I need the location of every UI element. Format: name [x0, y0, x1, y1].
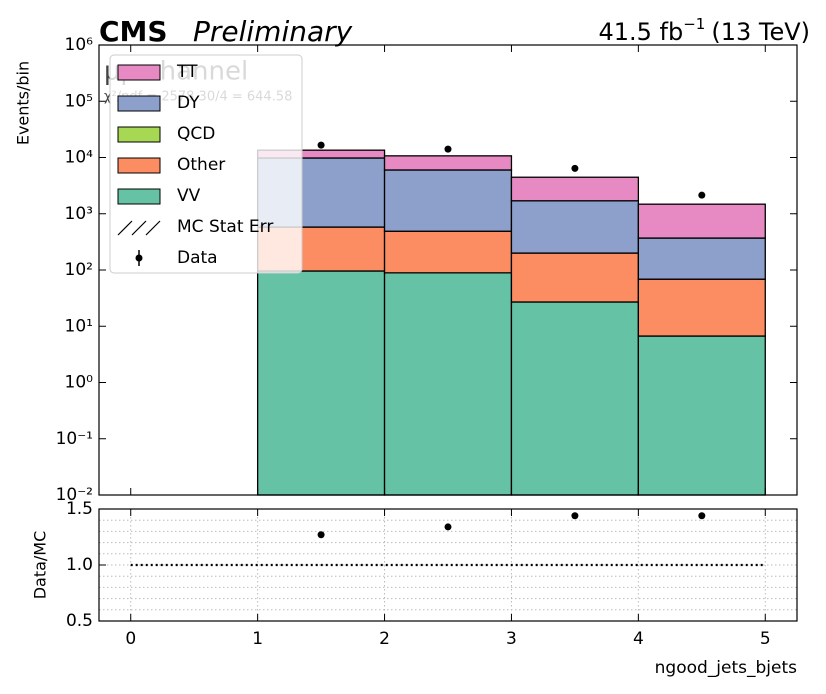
y-tick-label: 10¹ [65, 316, 93, 336]
lumi-part: −1 [683, 15, 705, 33]
ratio-point [444, 523, 452, 531]
y-tick-label: 10⁵ [65, 91, 93, 111]
stack-bar [637, 203, 766, 239]
y-tick-label: 10⁶ [65, 35, 94, 55]
ratio-frame [98, 508, 798, 622]
x-tick-label: 5 [760, 629, 771, 649]
y-tick-label: 10⁰ [65, 373, 94, 393]
ratio-y-tick-label: 1.0 [66, 555, 93, 575]
x-tick-label: 1 [252, 629, 263, 649]
ratio-point [571, 512, 579, 520]
legend-hatch [117, 220, 133, 236]
legend-label: Data [177, 248, 218, 268]
stack-bar [510, 176, 640, 202]
data-point [571, 164, 579, 172]
stack-bar [256, 270, 386, 496]
experiment: CMS [99, 15, 168, 48]
data-point [444, 145, 452, 153]
stack-bar [637, 278, 766, 337]
y-tick-label: 10⁻² [56, 485, 93, 505]
stack-bar [510, 301, 640, 496]
x-tick-label: 3 [506, 629, 517, 649]
stack-bar [383, 272, 513, 496]
stack-bar [510, 252, 640, 303]
legend-label: DY [177, 93, 200, 113]
legend-label: VV [177, 186, 201, 206]
legend-hatch [131, 220, 147, 236]
x-tick-label: 2 [379, 629, 390, 649]
ratio-point [698, 512, 706, 520]
ratio-point [317, 531, 325, 539]
lumi-part: 41.5 fb [598, 18, 683, 46]
legend-swatch [117, 188, 161, 205]
stack-bar [383, 155, 513, 171]
lumi: 41.5 fb−1 (13 TeV) [598, 15, 810, 47]
data-point [317, 141, 325, 149]
x-axis-label: ngood_jets_bjets [655, 658, 798, 678]
legend-label: MC Stat Err [177, 217, 273, 237]
plot-frame [98, 44, 798, 496]
y-tick-label: 10⁻¹ [56, 429, 93, 449]
ratio-y-tick-label: 1.5 [66, 499, 93, 519]
lumi-part: (13 TeV) [711, 18, 810, 46]
y-tick-label: 10³ [65, 204, 93, 224]
status: Preliminary [193, 15, 353, 48]
legend-marker [135, 254, 143, 262]
legend-label: QCD [177, 124, 215, 144]
legend-label: Other [177, 155, 225, 175]
y-axis-label: Events/bin [14, 61, 33, 145]
x-tick-label: 0 [125, 629, 136, 649]
legend-swatch [117, 64, 161, 81]
stack-bar [383, 169, 513, 232]
stack-bar [637, 237, 766, 280]
y-tick-label: 10⁴ [65, 148, 94, 168]
legend-swatch [117, 126, 161, 143]
ratio-y-label: Data/MC [31, 531, 50, 600]
legend-swatch [117, 95, 161, 112]
x-tick-label: 4 [633, 629, 644, 649]
legend-label: TT [176, 62, 198, 82]
legend-swatch [117, 157, 161, 174]
stack-bar [637, 335, 766, 496]
ratio-y-tick-label: 0.5 [66, 611, 93, 631]
stack-bar [510, 200, 640, 254]
stack-bar [383, 230, 513, 274]
legend-hatch [145, 220, 161, 236]
data-point [698, 191, 706, 199]
y-tick-label: 10² [65, 260, 93, 280]
